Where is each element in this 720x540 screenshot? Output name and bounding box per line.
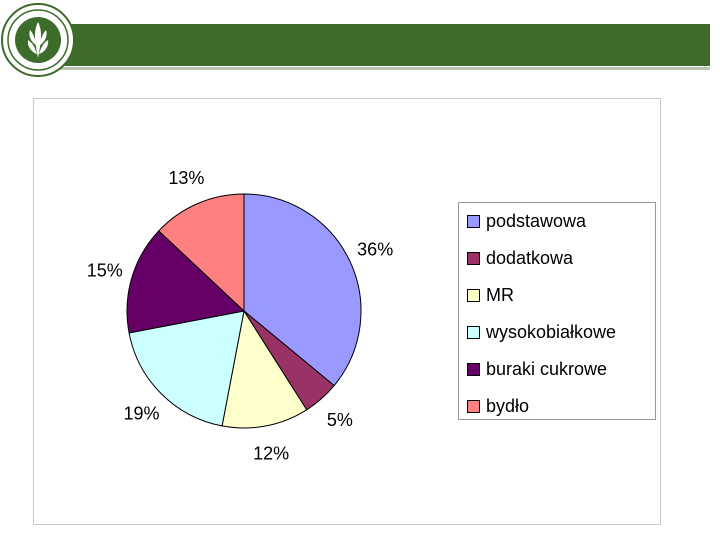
legend-label: podstawowa <box>486 210 587 231</box>
pie-slice-wysokobiałkowe <box>128 310 245 427</box>
pie-label: 19% <box>123 404 159 424</box>
pie-label: 36% <box>357 239 393 259</box>
pie-label: 12% <box>253 443 289 463</box>
legend-swatch <box>467 288 480 302</box>
legend-swatch <box>467 325 480 339</box>
legend-item: podstawowa <box>467 209 586 233</box>
legend-label: wysokobiałkowe <box>486 321 617 342</box>
legend-swatch <box>467 399 480 413</box>
legend-label: dodatkowa <box>486 247 574 268</box>
university-seal-icon <box>1 3 75 77</box>
header-bar <box>58 24 710 66</box>
legend-label: bydło <box>486 395 530 416</box>
legend-item: dodatkowa <box>467 246 573 270</box>
pie-slice-buraki-cukrowe <box>126 230 246 334</box>
legend-swatch <box>467 362 480 376</box>
pie-label: 5% <box>327 410 353 430</box>
header-divider <box>58 67 710 70</box>
legend-label: MR <box>486 284 514 305</box>
legend-item: buraki cukrowe <box>467 357 607 381</box>
legend-swatch <box>467 214 480 228</box>
legend-item: bydło <box>467 394 529 418</box>
pie-label: 13% <box>168 168 204 188</box>
pie-slice-podstawowa <box>243 193 362 387</box>
legend-item: MR <box>467 283 514 307</box>
pie-slice-bydło <box>158 193 245 313</box>
legend-item: wysokobiałkowe <box>467 320 616 344</box>
legend: podstawowa dodatkowa MR wysokobiałkowe burak… <box>458 202 656 420</box>
legend-swatch <box>467 251 480 265</box>
pie-label: 15% <box>87 261 123 281</box>
pie-slice-MR <box>221 309 308 429</box>
legend-label: buraki cukrowe <box>486 358 608 379</box>
